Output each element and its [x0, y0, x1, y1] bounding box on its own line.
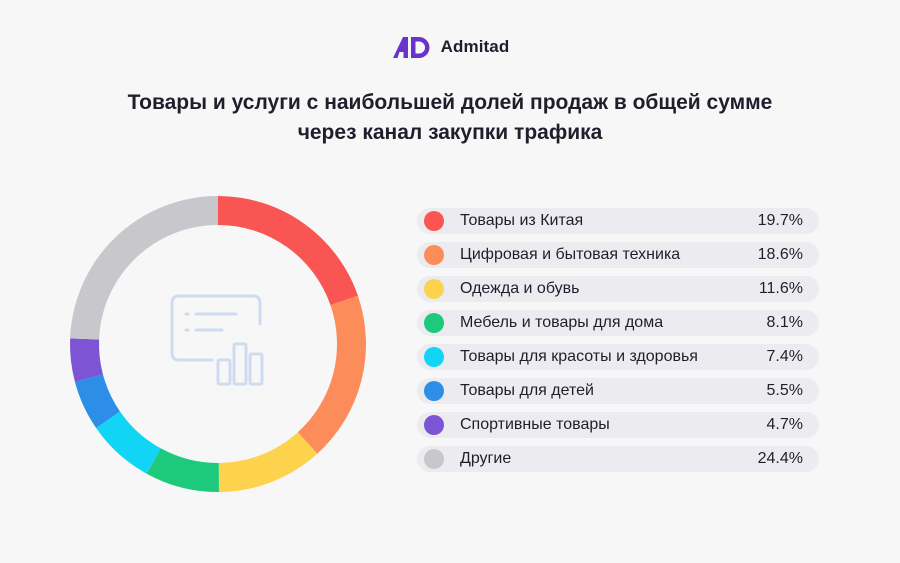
legend-item: Товары из Китая 19.7% — [417, 208, 819, 234]
legend-color-dot — [424, 211, 444, 231]
legend-label: Товары для красоты и здоровья — [460, 348, 698, 365]
donut-chart-svg — [70, 196, 366, 492]
donut-slice-4 — [146, 448, 219, 492]
legend-item: Одежда и обувь 11.6% — [417, 276, 819, 302]
legend-label: Спортивные товары — [460, 416, 610, 433]
legend-label: Мебель и товары для дома — [460, 314, 664, 331]
legend-value: 8.1% — [766, 314, 803, 331]
donut-slice-8 — [70, 196, 218, 340]
legend-label: Товары для детей — [460, 382, 594, 399]
donut-slice-6 — [74, 374, 120, 428]
legend-value: 24.4% — [757, 450, 803, 467]
legend: Товары из Китая 19.7% Цифровая и бытовая т… — [417, 208, 819, 480]
admitad-logo-icon — [392, 37, 430, 58]
legend-color-dot — [424, 381, 444, 401]
legend-label: Цифровая и бытовая техника — [460, 246, 681, 263]
donut-slice-2 — [297, 295, 366, 454]
legend-value: 18.6% — [757, 246, 803, 263]
legend-item: Цифровая и бытовая техника 18.6% — [417, 242, 819, 268]
donut-slice-1 — [218, 196, 358, 306]
legend-item: Мебель и товары для дома 8.1% — [417, 310, 819, 336]
dashboard-chart-icon — [170, 294, 264, 386]
legend-color-dot — [424, 245, 444, 265]
legend-value: 7.4% — [766, 348, 803, 365]
chart-title: Товары и услуги с наибольшей долей прода… — [0, 88, 900, 148]
chart-title-line-1: Товары и услуги с наибольшей долей прода… — [127, 91, 773, 114]
donut-slice-3 — [218, 432, 318, 492]
donut-slice-7 — [70, 338, 103, 382]
brand: Admitad — [0, 34, 900, 60]
chart-title-line-2: через канал закупки трафика — [297, 121, 603, 144]
legend-value: 11.6% — [758, 280, 803, 297]
legend-color-dot — [424, 347, 444, 367]
legend-value: 4.7% — [766, 416, 803, 433]
legend-item: Товары для детей 5.5% — [417, 378, 819, 404]
legend-color-dot — [424, 415, 444, 435]
donut-slice-5 — [96, 411, 161, 474]
legend-item: Другие 24.4% — [417, 446, 819, 472]
legend-label: Товары из Китая — [460, 212, 584, 229]
donut-chart — [62, 188, 374, 500]
legend-label: Одежда и обувь — [460, 280, 580, 297]
legend-label: Другие — [460, 450, 512, 467]
legend-color-dot — [424, 313, 444, 333]
legend-value: 19.7% — [757, 212, 803, 229]
legend-color-dot — [424, 279, 444, 299]
legend-item: Товары для красоты и здоровья 7.4% — [417, 344, 819, 370]
brand-name: Admitad — [440, 37, 510, 56]
legend-item: Спортивные товары 4.7% — [417, 412, 819, 438]
legend-color-dot — [424, 449, 444, 469]
legend-value: 5.5% — [766, 382, 803, 399]
